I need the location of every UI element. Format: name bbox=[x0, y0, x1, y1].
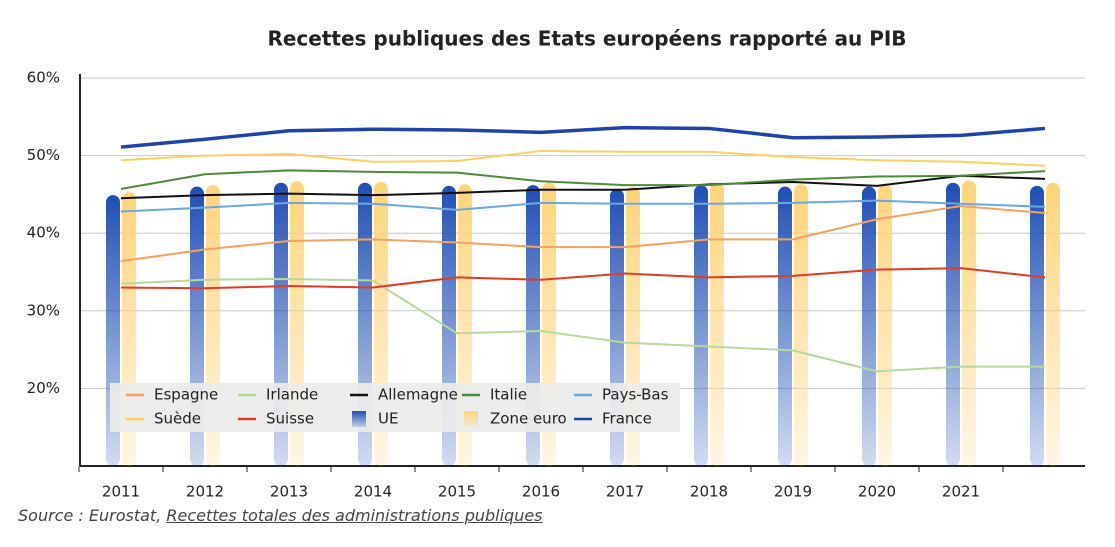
source-link[interactable]: Recettes totales des administrations pub… bbox=[166, 506, 543, 525]
bar bbox=[1030, 185, 1044, 466]
line bbox=[120, 169, 1046, 190]
x-tick-label: 2013 bbox=[270, 483, 308, 501]
legend: Espagne Irlande Allemagne Italie Pays-Bas Suè… bbox=[110, 383, 680, 432]
legend-label: France bbox=[602, 410, 652, 428]
legend-label: Zone euro bbox=[490, 410, 567, 428]
x-tick-label: 2020 bbox=[858, 483, 896, 501]
bar bbox=[794, 184, 808, 466]
legend-label: Suisse bbox=[266, 410, 314, 428]
line bbox=[120, 277, 1045, 373]
legend-label: Irlande bbox=[266, 386, 318, 404]
x-tick-label: 2017 bbox=[606, 483, 644, 501]
bar bbox=[1046, 182, 1060, 466]
source-prefix: Source : Eurostat, bbox=[18, 506, 162, 525]
y-tick-label: 20% bbox=[27, 379, 60, 397]
bar bbox=[778, 186, 792, 466]
x-tick-label: 2018 bbox=[690, 483, 728, 501]
legend-label: Pays-Bas bbox=[602, 386, 669, 404]
line bbox=[120, 125, 1046, 149]
x-tick-label: 2016 bbox=[522, 483, 560, 501]
bar bbox=[878, 184, 892, 466]
bar bbox=[946, 182, 960, 466]
bar bbox=[962, 180, 976, 466]
chart-title: Recettes publiques des Etats européens r… bbox=[267, 27, 906, 51]
line bbox=[120, 267, 1046, 290]
y-tick-label: 50% bbox=[27, 146, 60, 164]
legend-label: Italie bbox=[490, 386, 527, 404]
y-tick-label: 40% bbox=[27, 224, 60, 242]
x-tick-label: 2011 bbox=[102, 483, 140, 501]
bar bbox=[862, 186, 876, 466]
bar bbox=[710, 182, 724, 466]
legend-marker bbox=[352, 411, 366, 427]
legend-label: Espagne bbox=[154, 386, 218, 404]
line bbox=[120, 199, 1046, 213]
legend-label: Allemagne bbox=[378, 386, 458, 404]
line bbox=[120, 174, 1046, 200]
line bbox=[120, 149, 1046, 167]
x-tick-label: 2021 bbox=[942, 483, 980, 501]
line bbox=[120, 205, 1046, 263]
legend-label: UE bbox=[378, 410, 398, 428]
x-tick-label: 2019 bbox=[774, 483, 812, 501]
legend-label: Suède bbox=[154, 410, 201, 428]
y-tick-label: 60% bbox=[27, 69, 60, 87]
bar bbox=[694, 185, 708, 466]
x-tick-label: 2012 bbox=[186, 483, 224, 501]
legend-marker bbox=[464, 411, 478, 427]
x-tick-label: 2014 bbox=[354, 483, 392, 501]
source: Source : Eurostat, Recettes totales des … bbox=[18, 506, 543, 525]
legend-box bbox=[110, 383, 680, 432]
y-tick-label: 30% bbox=[27, 301, 60, 319]
x-tick-label: 2015 bbox=[438, 483, 476, 501]
